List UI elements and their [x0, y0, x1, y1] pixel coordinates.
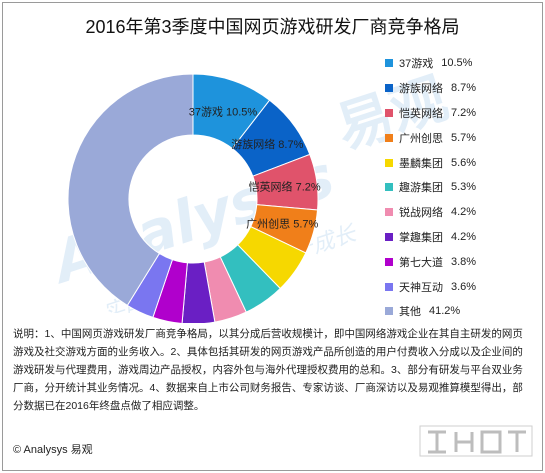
legend-swatch	[385, 257, 393, 266]
legend-item: 广州创思 5.7%	[385, 125, 535, 150]
legend-label: 趣游集团	[399, 182, 443, 195]
legend-label: 天神互动	[399, 281, 443, 294]
site-stamp	[416, 420, 536, 466]
legend-item: 锐战网络 4.2%	[385, 200, 535, 225]
legend-label: 第七大道	[399, 256, 443, 269]
legend-item: 掌趣集团 4.2%	[385, 225, 535, 250]
legend-swatch	[385, 183, 393, 192]
slice-label: 游族网络 8.7%	[231, 137, 303, 151]
legend-item: 其他 41.2%	[385, 299, 535, 324]
legend-value: 3.6%	[451, 280, 477, 293]
legend-label: 37游戏	[399, 58, 434, 71]
slice-label: 37游戏 10.5%	[189, 105, 258, 118]
legend-item: 恺英网络 7.2%	[385, 101, 535, 126]
legend-value: 8.7%	[451, 82, 477, 95]
legend-label: 墨麟集团	[399, 157, 443, 170]
legend-value: 4.2%	[451, 206, 477, 219]
legend-label: 游族网络	[399, 83, 443, 96]
chart-note: 说明：1、中国网页游戏研发厂商竞争格局，以其分成后营收规模计，即中国网络游戏企业…	[13, 328, 523, 412]
legend-swatch	[385, 232, 393, 241]
legend-label: 恺英网络	[399, 107, 443, 120]
legend-swatch	[385, 133, 393, 142]
legend-swatch	[385, 208, 393, 217]
slice-label: 广州创思 5.7%	[246, 217, 318, 230]
legend-label: 广州创思	[399, 132, 443, 145]
legend-item: 第七大道 3.8%	[385, 249, 535, 274]
legend-value: 41.2%	[429, 305, 461, 318]
slice-labels: 37游戏 10.5% 游族网络 8.7% 恺英网络 7.2% 广州创思 5.7%	[189, 105, 321, 230]
legend-swatch	[385, 307, 393, 316]
legend-label: 其他	[399, 306, 421, 319]
legend-label: 锐战网络	[399, 207, 443, 220]
legend-swatch	[385, 158, 393, 167]
legend-item: 趣游集团 5.3%	[385, 175, 535, 200]
legend: 37游戏 10.5% 游族网络 8.7% 恺英网络 7.2% 广州创思 5.7% 墨麟集团 5.6…	[385, 51, 535, 324]
source-footer: © Analysys 易观	[13, 444, 93, 456]
legend-value: 10.5%	[441, 57, 473, 70]
legend-item: 37游戏 10.5%	[385, 51, 535, 76]
legend-value: 7.2%	[451, 106, 477, 119]
legend-value: 5.7%	[451, 131, 477, 144]
legend-value: 5.6%	[451, 156, 477, 169]
legend-label: 掌趣集团	[399, 231, 443, 244]
legend-value: 3.8%	[451, 255, 477, 268]
legend-swatch	[385, 59, 393, 68]
slice-label: 恺英网络 7.2%	[249, 179, 321, 193]
donut-slice	[67, 73, 194, 307]
legend-value: 5.3%	[451, 181, 477, 194]
legend-item: 墨麟集团 5.6%	[385, 150, 535, 175]
legend-item: 游族网络 8.7%	[385, 76, 535, 101]
legend-swatch	[385, 282, 393, 291]
legend-swatch	[385, 108, 393, 117]
legend-swatch	[385, 84, 393, 93]
legend-value: 4.2%	[451, 230, 477, 243]
site-stamp-graphic	[419, 425, 533, 457]
donut-chart: 37游戏 10.5% 游族网络 8.7% 恺英网络 7.2% 广州创思 5.7%	[67, 73, 321, 323]
chart-title: 2016年第3季度中国网页游戏研发厂商竞争格局	[85, 17, 460, 37]
legend-item: 天神互动 3.6%	[385, 274, 535, 299]
donut-slices	[67, 73, 319, 323]
